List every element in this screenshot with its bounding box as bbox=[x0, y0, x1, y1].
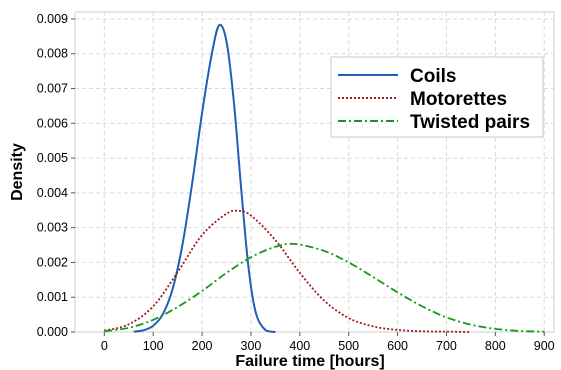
x-tick-label: 900 bbox=[534, 339, 555, 353]
x-tick-label: 500 bbox=[338, 339, 359, 353]
y-axis: 0.000 0.001 0.002 0.003 0.004 0.005 0.006 0.007… bbox=[37, 12, 75, 339]
x-tick-label: 600 bbox=[387, 339, 408, 353]
x-tick-label: 0 bbox=[101, 339, 108, 353]
y-tick-label: 0.006 bbox=[37, 116, 68, 130]
legend-label-twisted-pairs: Twisted pairs bbox=[410, 112, 530, 133]
x-tick-label: 700 bbox=[436, 339, 457, 353]
y-tick-label: 0.001 bbox=[37, 290, 68, 304]
x-tick-label: 200 bbox=[192, 339, 213, 353]
x-tick-label: 400 bbox=[289, 339, 310, 353]
y-tick-label: 0.007 bbox=[37, 82, 68, 96]
x-axis-label: Failure time [hours] bbox=[235, 353, 384, 370]
y-tick-label: 0.002 bbox=[37, 255, 68, 269]
legend: Coils Motorettes Twisted pairs bbox=[331, 57, 543, 137]
x-tick-label: 300 bbox=[241, 339, 262, 353]
y-tick-label: 0.008 bbox=[37, 47, 68, 61]
y-axis-label: Density bbox=[9, 143, 26, 201]
y-tick-label: 0.005 bbox=[37, 151, 68, 165]
x-tick-label: 800 bbox=[485, 339, 506, 353]
legend-label-motorettes: Motorettes bbox=[410, 89, 507, 110]
x-axis: 0 100 200 300 400 500 600 700 800 900 bbox=[101, 332, 555, 353]
x-tick-label: 100 bbox=[143, 339, 164, 353]
legend-label-coils: Coils bbox=[410, 66, 456, 87]
y-tick-label: 0.009 bbox=[37, 12, 68, 26]
y-tick-label: 0.003 bbox=[37, 221, 68, 235]
y-tick-label: 0.000 bbox=[37, 325, 68, 339]
y-tick-label: 0.004 bbox=[37, 186, 68, 200]
